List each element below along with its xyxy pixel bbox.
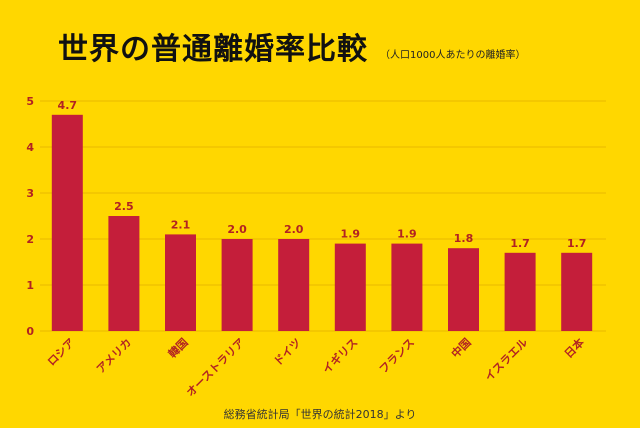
bar	[448, 248, 479, 331]
bar	[165, 234, 196, 331]
data-label: 1.7	[510, 237, 530, 250]
data-label: 4.7	[58, 99, 78, 112]
x-tick-label: アメリカ	[94, 336, 134, 376]
x-tick-label: イスラエル	[482, 336, 530, 384]
x-tick-label: オーストラリア	[184, 336, 247, 399]
bar	[51, 114, 83, 331]
y-tick-label: 1	[26, 279, 34, 292]
y-tick-label: 2	[26, 233, 34, 246]
data-label: 1.9	[341, 228, 361, 241]
source-note: 総務省統計局「世界の統計2018」より	[223, 408, 417, 421]
data-label: 1.9	[397, 228, 417, 241]
x-tick-label: フランス	[377, 336, 417, 376]
x-tick-label: 韓国	[165, 335, 190, 360]
x-tick-label: 日本	[561, 335, 586, 360]
bar	[391, 243, 423, 331]
x-tick-label: ドイツ	[271, 336, 304, 369]
y-tick-label: 0	[26, 325, 34, 338]
data-label: 1.7	[567, 237, 587, 250]
bar	[221, 239, 253, 331]
y-tick-label: 4	[26, 141, 34, 154]
data-label: 2.1	[171, 218, 191, 231]
bar	[504, 252, 536, 331]
x-tick-label: イギリス	[319, 335, 360, 376]
bar	[561, 252, 593, 331]
bar	[334, 243, 366, 331]
data-label: 2.0	[227, 223, 247, 236]
chart-title: 世界の普通離婚率比較	[58, 32, 368, 67]
data-label: 2.5	[114, 200, 134, 213]
y-tick-label: 3	[26, 187, 34, 200]
y-tick-label: 5	[26, 95, 34, 108]
x-tick-label: 中国	[448, 335, 473, 360]
bar	[278, 239, 310, 331]
chart-subtitle: （人口1000人あたりの離婚率）	[380, 50, 526, 61]
data-label: 2.0	[284, 223, 304, 236]
bar	[108, 216, 140, 331]
data-label: 1.8	[454, 232, 474, 245]
x-tick-label: ロシア	[45, 336, 78, 369]
